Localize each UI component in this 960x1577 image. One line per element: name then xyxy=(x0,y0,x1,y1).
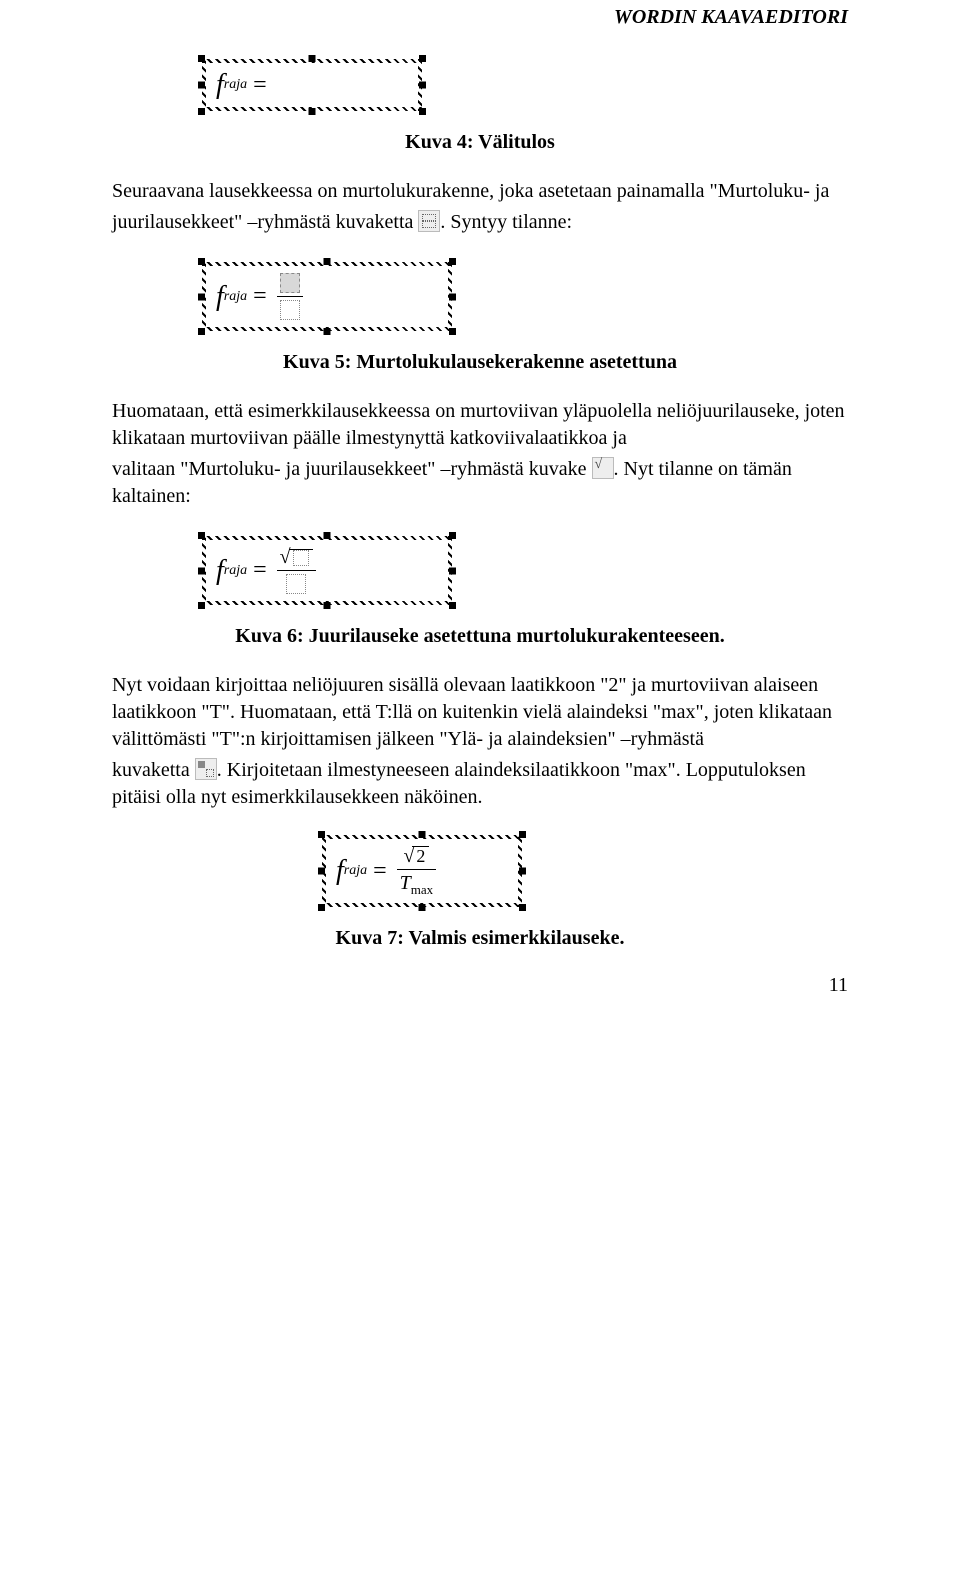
para-2b: valitaan "Murtoluku- ja juurilausekkeet"… xyxy=(112,458,592,480)
para-1c: . Syntyy tilanne: xyxy=(440,211,572,233)
f-subscript: raja xyxy=(344,863,367,879)
equation-box-7: fraja = √ 2 Tmax xyxy=(322,835,522,907)
para-3b: kuvaketta xyxy=(112,759,195,781)
f-symbol: f xyxy=(336,855,344,887)
para-3: Nyt voidaan kirjoittaa neliöjuuren sisäl… xyxy=(112,672,848,753)
radicand-value: 2 xyxy=(412,846,429,866)
page-header: WORDIN KAAVAEDITORI xyxy=(112,0,848,29)
para-2a: Huomataan, että esimerkkilausekkeessa on… xyxy=(112,400,845,449)
fraction-template xyxy=(277,272,303,321)
figure-6: fraja = √ xyxy=(112,536,848,605)
f-symbol: f xyxy=(216,281,224,313)
equals-sign: = xyxy=(253,557,267,584)
equation-box-6: fraja = √ xyxy=(202,536,452,605)
para-1a: Seuraavana lausekkeessa on murtolukurake… xyxy=(112,178,848,205)
denominator-slot xyxy=(280,300,300,320)
f-symbol: f xyxy=(216,69,224,101)
numerator-slot xyxy=(280,273,300,293)
root-icon xyxy=(592,457,614,479)
equation-box-5: fraja = xyxy=(202,262,452,331)
subscript-icon xyxy=(195,758,217,780)
caption-5: Kuva 5: Murtolukulausekerakenne asetettu… xyxy=(112,351,848,374)
fraction-icon xyxy=(418,210,440,232)
figure-7: fraja = √ 2 Tmax xyxy=(112,835,848,907)
equals-sign: = xyxy=(253,283,267,310)
figure-4: fraja = xyxy=(112,59,848,111)
equation-box-4: fraja = xyxy=(202,59,422,111)
para-2b-line: valitaan "Murtoluku- ja juurilausekkeet"… xyxy=(112,456,848,510)
equals-sign: = xyxy=(253,72,267,99)
f-subscript: raja xyxy=(224,77,247,93)
para-1b: juurilausekkeet" –ryhmästä kuvaketta xyxy=(112,211,418,233)
figure-5: fraja = xyxy=(112,262,848,331)
f-subscript: raja xyxy=(224,563,247,579)
f-subscript: raja xyxy=(224,289,247,305)
denominator-slot xyxy=(286,574,306,594)
root-template: √ xyxy=(280,547,313,567)
page-number: 11 xyxy=(112,974,848,997)
para-3a: Nyt voidaan kirjoittaa neliöjuuren sisäl… xyxy=(112,674,832,750)
final-fraction: √ 2 Tmax xyxy=(397,845,437,897)
sqrt-2: √ 2 xyxy=(403,846,429,866)
equals-sign: = xyxy=(373,858,387,885)
den-T: T xyxy=(400,872,411,894)
f-symbol: f xyxy=(216,555,224,587)
fraction-with-root: √ xyxy=(277,546,316,595)
para-1b-line: juurilausekkeet" –ryhmästä kuvaketta . S… xyxy=(112,209,848,236)
para-3b-line: kuvaketta . Kirjoitetaan ilmestyneeseen … xyxy=(112,757,848,811)
caption-6: Kuva 6: Juurilauseke asetettuna murtoluk… xyxy=(112,625,848,648)
radicand-slot xyxy=(293,550,309,566)
den-sub-max: max xyxy=(411,882,433,897)
para-2: Huomataan, että esimerkkilausekkeessa on… xyxy=(112,398,848,452)
caption-7: Kuva 7: Valmis esimerkkilauseke. xyxy=(112,927,848,950)
caption-4: Kuva 4: Välitulos xyxy=(112,131,848,154)
